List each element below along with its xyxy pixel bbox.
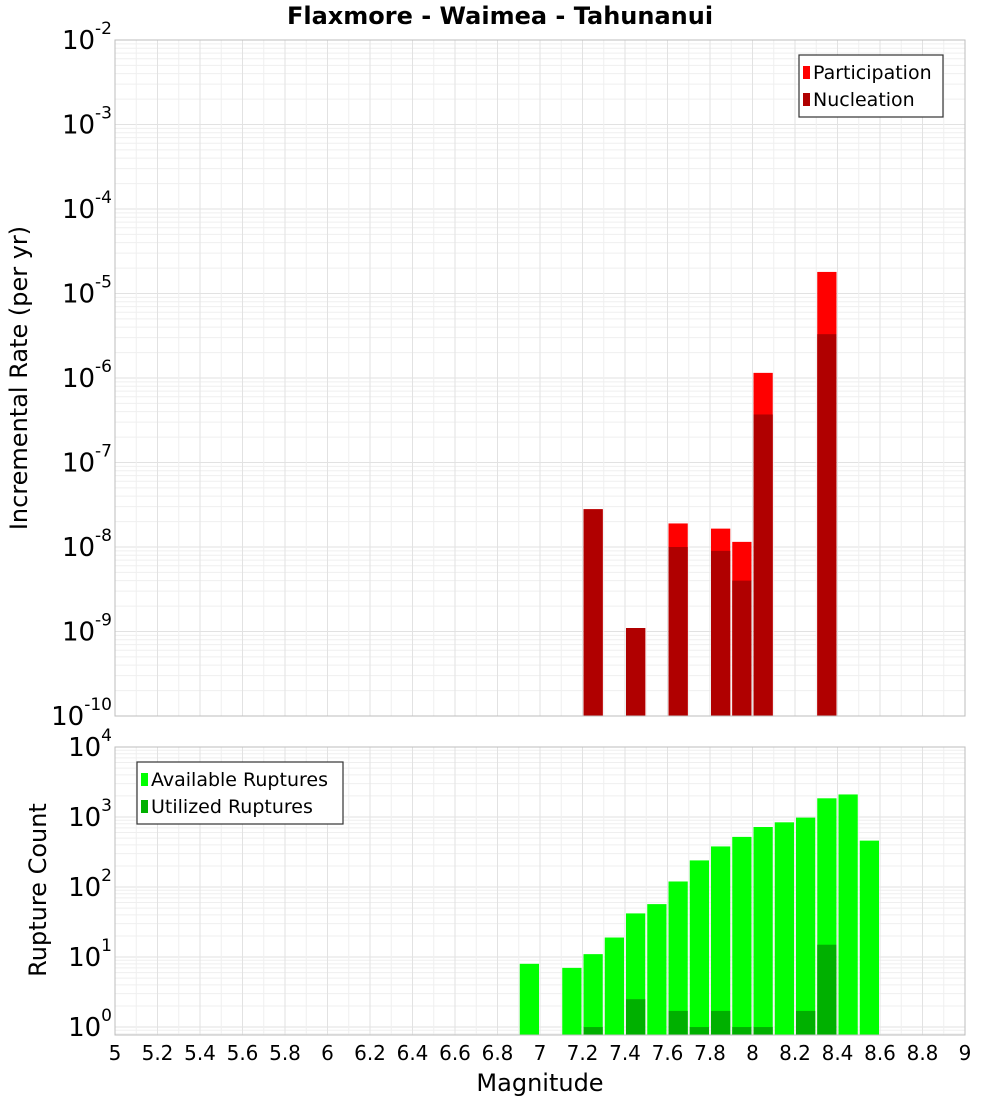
bar-utilized-ruptures bbox=[583, 1027, 603, 1035]
x-tick-label: 8.2 bbox=[779, 1041, 811, 1065]
bar-nucleation bbox=[753, 414, 773, 716]
x-tick-label: 5.4 bbox=[184, 1041, 216, 1065]
bar-utilized-ruptures bbox=[817, 944, 837, 1035]
x-tick-label: 7.6 bbox=[652, 1041, 684, 1065]
bar-nucleation bbox=[668, 547, 688, 716]
bar-available-ruptures bbox=[562, 967, 582, 1035]
bar-available-ruptures bbox=[753, 827, 773, 1035]
plot-frame bbox=[114, 746, 966, 1036]
y-tick-label: 10-5 bbox=[62, 273, 112, 310]
y-axis-title-count: Rupture Count bbox=[24, 803, 52, 977]
chart-title: Flaxmore - Waimea - Tahunanui bbox=[287, 2, 713, 30]
y-tick-label: 10-6 bbox=[62, 357, 112, 394]
bar-nucleation bbox=[626, 628, 646, 716]
bar-available-ruptures bbox=[668, 881, 688, 1035]
y-tick-label: 100 bbox=[68, 1006, 112, 1043]
x-tick-label: 5.2 bbox=[142, 1041, 174, 1065]
x-tick-label: 6.2 bbox=[354, 1041, 386, 1065]
bar-available-ruptures bbox=[732, 836, 752, 1035]
x-tick-label: 6.6 bbox=[439, 1041, 471, 1065]
legend-label: Utilized Ruptures bbox=[151, 796, 313, 818]
y-tick-label: 103 bbox=[68, 796, 112, 833]
bar-available-ruptures bbox=[838, 794, 858, 1035]
x-tick-label: 8.6 bbox=[864, 1041, 896, 1065]
bar-available-ruptures bbox=[583, 954, 603, 1035]
y-tick-label: 10-4 bbox=[62, 188, 112, 225]
y-tick-label: 10-8 bbox=[62, 526, 112, 563]
x-tick-label: 5.8 bbox=[269, 1041, 301, 1065]
bar-utilized-ruptures bbox=[689, 1027, 709, 1035]
bar-available-ruptures bbox=[796, 817, 816, 1035]
legend-swatch bbox=[803, 93, 810, 106]
y-tick-label: 10-9 bbox=[62, 611, 112, 648]
bar-available-ruptures bbox=[604, 937, 624, 1035]
y-tick-label: 10-7 bbox=[62, 442, 112, 479]
bar-nucleation bbox=[711, 550, 731, 716]
x-axis-title: Magnitude bbox=[476, 1069, 603, 1097]
rate-panel: 10-10 10-9 10-8 10-7 10-6 10-5 10-4 10-3 10-2 Par… bbox=[51, 19, 966, 732]
legend-label: Available Ruptures bbox=[151, 769, 328, 791]
y-axis-title-rate: Incremental Rate (per yr) bbox=[5, 226, 33, 530]
y-tick-label: 104 bbox=[68, 726, 112, 763]
bar-available-ruptures bbox=[689, 860, 709, 1035]
x-tick-label: 7.8 bbox=[694, 1041, 726, 1065]
bar-utilized-ruptures bbox=[668, 1010, 688, 1035]
x-tick-label: 8 bbox=[746, 1041, 759, 1065]
x-tick-label: 6 bbox=[321, 1041, 334, 1065]
legend-box bbox=[798, 54, 944, 118]
bar-available-ruptures bbox=[774, 822, 794, 1035]
bar-utilized-ruptures bbox=[732, 1027, 752, 1035]
x-tick-label: 6.4 bbox=[397, 1041, 429, 1065]
bar-nucleation bbox=[583, 509, 603, 716]
x-tick-label: 7.2 bbox=[567, 1041, 599, 1065]
bar-available-ruptures bbox=[647, 904, 667, 1035]
legend-label: Participation bbox=[813, 62, 932, 84]
y-tick-label: 101 bbox=[68, 936, 112, 973]
legend-label: Nucleation bbox=[813, 89, 915, 111]
bar-available-ruptures bbox=[519, 963, 539, 1035]
bar-utilized-ruptures bbox=[796, 1010, 816, 1035]
bar-utilized-ruptures bbox=[711, 1010, 731, 1035]
y-tick-label: 102 bbox=[68, 866, 112, 903]
bar-available-ruptures bbox=[711, 846, 731, 1035]
x-tick-label: 5.6 bbox=[227, 1041, 259, 1065]
x-tick-label: 5 bbox=[109, 1041, 122, 1065]
rupture-count-panel: 100 101 102 103 104 5 5.2 5.4 5.6 5.8 6 6.2 6.4 6.6 6.… bbox=[68, 726, 971, 1065]
x-tick-label: 8.8 bbox=[907, 1041, 939, 1065]
y-tick-label: 10-10 bbox=[51, 695, 112, 732]
bar-utilized-ruptures bbox=[626, 999, 646, 1035]
legend-swatch bbox=[141, 773, 148, 786]
x-tick-label: 7.4 bbox=[609, 1041, 641, 1065]
bar-available-ruptures bbox=[859, 840, 879, 1035]
x-tick-label: 6.8 bbox=[482, 1041, 514, 1065]
x-tick-label: 7 bbox=[534, 1041, 547, 1065]
legend-swatch bbox=[803, 66, 810, 79]
plot-frame bbox=[114, 39, 966, 717]
x-tick-label: 9 bbox=[959, 1041, 972, 1065]
bar-nucleation bbox=[732, 580, 752, 716]
y-tick-label: 10-3 bbox=[62, 104, 112, 141]
legend-box bbox=[136, 761, 344, 825]
y-tick-label: 10-2 bbox=[62, 19, 112, 56]
x-tick-label: 8.4 bbox=[822, 1041, 854, 1065]
bar-utilized-ruptures bbox=[753, 1027, 773, 1035]
legend-swatch bbox=[141, 800, 148, 813]
bar-nucleation bbox=[817, 334, 837, 716]
